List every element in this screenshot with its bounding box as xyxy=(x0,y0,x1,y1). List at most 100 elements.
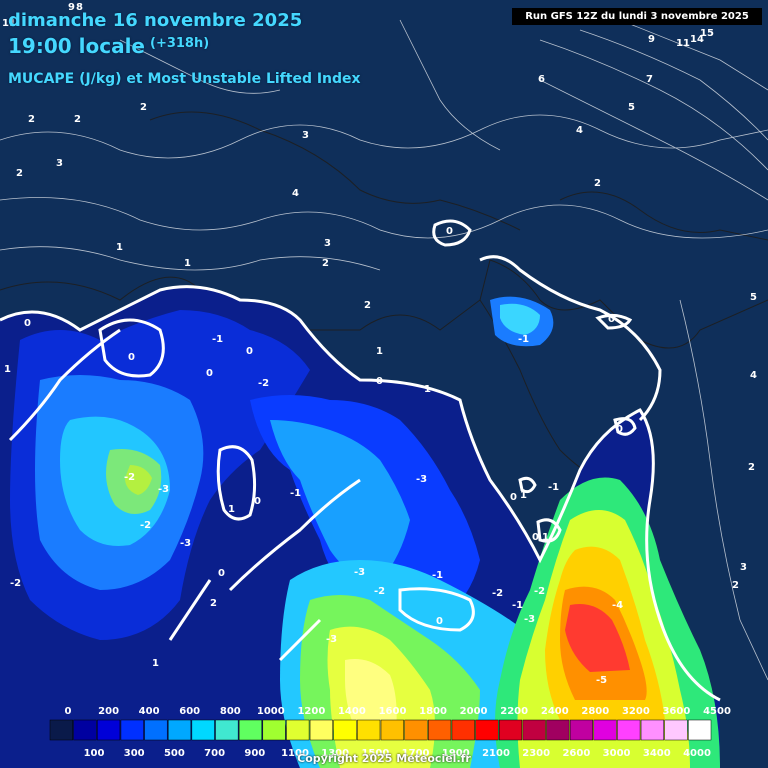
legend-top-tick: 1200 xyxy=(297,706,325,717)
legend-swatch xyxy=(120,719,144,741)
legend-bottom-tick: 1100 xyxy=(281,748,309,759)
zero-isolines xyxy=(0,219,721,702)
legend-bottom-tick: 900 xyxy=(244,748,265,759)
svg-text:-2: -2 xyxy=(10,578,21,589)
legend-swatch xyxy=(569,719,594,741)
svg-text:3: 3 xyxy=(302,130,309,141)
legend-top-tick: 1600 xyxy=(379,706,407,717)
svg-text:0: 0 xyxy=(128,352,135,363)
legend-swatch xyxy=(451,719,475,741)
legend-top-tick: 4500 xyxy=(703,706,731,717)
legend-bottom-tick: 1300 xyxy=(321,748,349,759)
svg-text:3: 3 xyxy=(324,238,331,249)
legend-swatch xyxy=(215,719,239,741)
svg-text:2: 2 xyxy=(16,168,23,179)
legend-bottom-tick: 3000 xyxy=(603,748,631,759)
svg-text:-2: -2 xyxy=(140,520,151,531)
forecast-step: (+318h) xyxy=(150,36,210,51)
legend-bottom-tick: 700 xyxy=(204,748,225,759)
legend-bottom-ticks: 100 300 500 700 900 1100 1300 1500 1700 1900 2100 2… xyxy=(84,748,711,759)
svg-text:2: 2 xyxy=(28,114,35,125)
svg-text:1: 1 xyxy=(228,504,235,515)
svg-text:-2: -2 xyxy=(534,586,545,597)
legend-swatch xyxy=(357,719,381,741)
svg-text:0: 0 xyxy=(254,496,261,507)
svg-text:8: 8 xyxy=(76,2,83,13)
svg-text:1: 1 xyxy=(376,346,383,357)
svg-text:-2: -2 xyxy=(374,586,385,597)
legend-top-tick: 200 xyxy=(98,706,119,717)
legend-top-tick: 1800 xyxy=(419,706,447,717)
legend-swatch xyxy=(144,719,168,741)
legend-top-tick: 2200 xyxy=(500,706,528,717)
svg-text:1: 1 xyxy=(184,258,191,269)
legend-bottom-tick: 1700 xyxy=(402,748,430,759)
svg-text:-3: -3 xyxy=(354,567,365,578)
svg-text:-2: -2 xyxy=(492,588,503,599)
svg-text:-1: -1 xyxy=(518,334,529,345)
svg-text:4: 4 xyxy=(292,188,299,199)
legend-swatch xyxy=(167,719,192,741)
svg-text:0: 0 xyxy=(376,376,383,387)
svg-text:-3: -3 xyxy=(524,614,535,625)
svg-text:1: 1 xyxy=(542,532,549,543)
legend-top-tick: 2000 xyxy=(460,706,488,717)
legend-bottom-tick: 3400 xyxy=(643,748,671,759)
legend-top-tick: 3200 xyxy=(622,706,650,717)
legend-top-tick: 3600 xyxy=(662,706,690,717)
legend-top-tick: 400 xyxy=(139,706,160,717)
svg-text:2: 2 xyxy=(140,102,147,113)
svg-text:0: 0 xyxy=(206,368,213,379)
svg-text:-5: -5 xyxy=(596,675,607,686)
svg-text:-1: -1 xyxy=(212,334,223,345)
legend-bottom-tick: 2100 xyxy=(482,748,510,759)
svg-text:2: 2 xyxy=(748,462,755,473)
legend-bottom-tick: 500 xyxy=(164,748,185,759)
svg-text:2: 2 xyxy=(364,300,371,311)
svg-text:0: 0 xyxy=(532,532,539,543)
svg-text:-1: -1 xyxy=(290,488,301,499)
svg-text:-2: -2 xyxy=(258,378,269,389)
svg-text:2: 2 xyxy=(732,580,739,591)
run-label: Run GFS 12Z du lundi 3 novembre 2025 xyxy=(512,8,762,25)
forecast-time: 19:00 locale xyxy=(8,34,145,58)
svg-text:2: 2 xyxy=(210,598,217,609)
legend-bottom-tick: 300 xyxy=(124,748,145,759)
legend-top-tick: 0 xyxy=(65,706,72,717)
legend-swatch xyxy=(333,719,357,741)
legend-swatch xyxy=(262,719,286,741)
legend-swatch xyxy=(97,719,121,741)
svg-text:-3: -3 xyxy=(416,474,427,485)
svg-text:1: 1 xyxy=(116,242,123,253)
svg-text:6: 6 xyxy=(538,74,545,85)
legend-swatch xyxy=(498,719,523,741)
legend-swatch xyxy=(309,719,333,741)
legend-bottom-tick: 1500 xyxy=(361,748,389,759)
svg-text:4: 4 xyxy=(576,125,583,136)
legend-swatch xyxy=(428,719,452,741)
legend-swatch xyxy=(617,719,641,741)
legend-swatch xyxy=(688,719,712,741)
legend-swatch xyxy=(286,719,310,741)
legend-swatch xyxy=(238,719,263,741)
legend-top-tick: 2800 xyxy=(581,706,609,717)
svg-text:5: 5 xyxy=(750,292,757,303)
legend-swatch xyxy=(191,719,215,741)
svg-text:11: 11 xyxy=(2,18,16,29)
svg-text:-3: -3 xyxy=(180,538,191,549)
legend-swatch xyxy=(546,719,570,741)
parameter-title: MUCAPE (J/kg) et Most Unstable Lifted In… xyxy=(8,71,361,87)
svg-text:5: 5 xyxy=(628,102,635,113)
legend-swatch xyxy=(404,719,428,741)
legend-swatch xyxy=(522,719,546,741)
legend-color-bar xyxy=(49,719,712,741)
svg-text:11: 11 xyxy=(676,38,690,49)
svg-text:0: 0 xyxy=(436,616,443,627)
legend-swatch xyxy=(593,719,617,741)
svg-text:0: 0 xyxy=(218,568,225,579)
svg-text:-4: -4 xyxy=(612,600,623,611)
legend-swatch xyxy=(475,719,499,741)
legend-bottom-tick: 1900 xyxy=(442,748,470,759)
svg-text:4: 4 xyxy=(750,370,757,381)
